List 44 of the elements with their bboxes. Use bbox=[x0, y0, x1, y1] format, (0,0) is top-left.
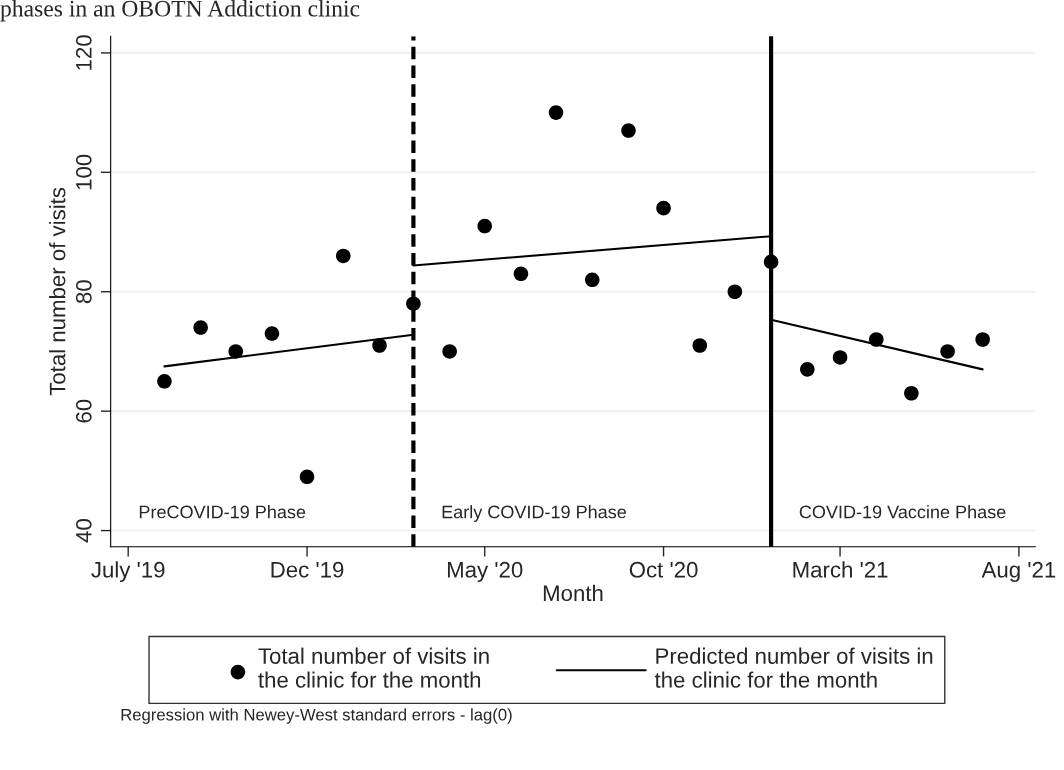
point bbox=[763, 254, 779, 270]
chart-title: phases in an OBOTN Addiction clinic bbox=[0, 0, 360, 22]
point bbox=[584, 272, 600, 288]
text: Regression with Newey-West standard errors - lag(0) bbox=[121, 708, 512, 724]
point bbox=[727, 284, 743, 300]
point bbox=[548, 105, 564, 120]
x-tick-label: Dec '19 bbox=[271, 561, 344, 578]
x-tick-label: March '21 bbox=[793, 561, 888, 578]
point bbox=[228, 344, 244, 359]
point bbox=[940, 344, 955, 359]
point bbox=[335, 248, 351, 264]
y-tick-label: 40 bbox=[75, 519, 92, 543]
point bbox=[975, 332, 990, 347]
x-axis-title: Month bbox=[543, 584, 603, 602]
point bbox=[904, 385, 919, 401]
annotation: Early COVID-19 Phase bbox=[442, 505, 626, 522]
annotation: PreCOVID-19 Phase bbox=[139, 505, 306, 519]
legend-label: Predicted number of visits in the clinic for the month bbox=[654, 647, 933, 688]
x-tick-label: Oct '20 bbox=[629, 561, 698, 578]
point bbox=[656, 200, 671, 216]
point bbox=[442, 344, 457, 359]
point bbox=[193, 320, 208, 335]
x-tick-label: July '19 bbox=[91, 561, 165, 582]
point bbox=[513, 266, 529, 282]
legend-label: Total number of visits in the clinic for the month bbox=[258, 647, 489, 688]
y-tick-label: 60 bbox=[75, 399, 92, 423]
point bbox=[477, 218, 492, 234]
annotation: COVID-19 Vaccine Phase bbox=[799, 505, 1006, 519]
y-tick-label: 120 bbox=[75, 35, 92, 70]
point bbox=[832, 350, 848, 365]
point bbox=[692, 338, 708, 353]
y-tick-label: 80 bbox=[75, 280, 92, 304]
point bbox=[372, 338, 387, 353]
point bbox=[800, 362, 815, 377]
x-tick-label: Aug '21 bbox=[981, 561, 1056, 582]
point bbox=[299, 469, 315, 485]
point bbox=[869, 332, 884, 347]
y-axis-title: Total number of visits bbox=[49, 187, 66, 396]
x-tick-label: May '20 bbox=[447, 561, 523, 582]
point bbox=[621, 123, 636, 138]
point bbox=[157, 374, 172, 389]
point bbox=[406, 296, 421, 311]
point bbox=[264, 326, 280, 341]
y-tick-label: 100 bbox=[75, 154, 92, 190]
